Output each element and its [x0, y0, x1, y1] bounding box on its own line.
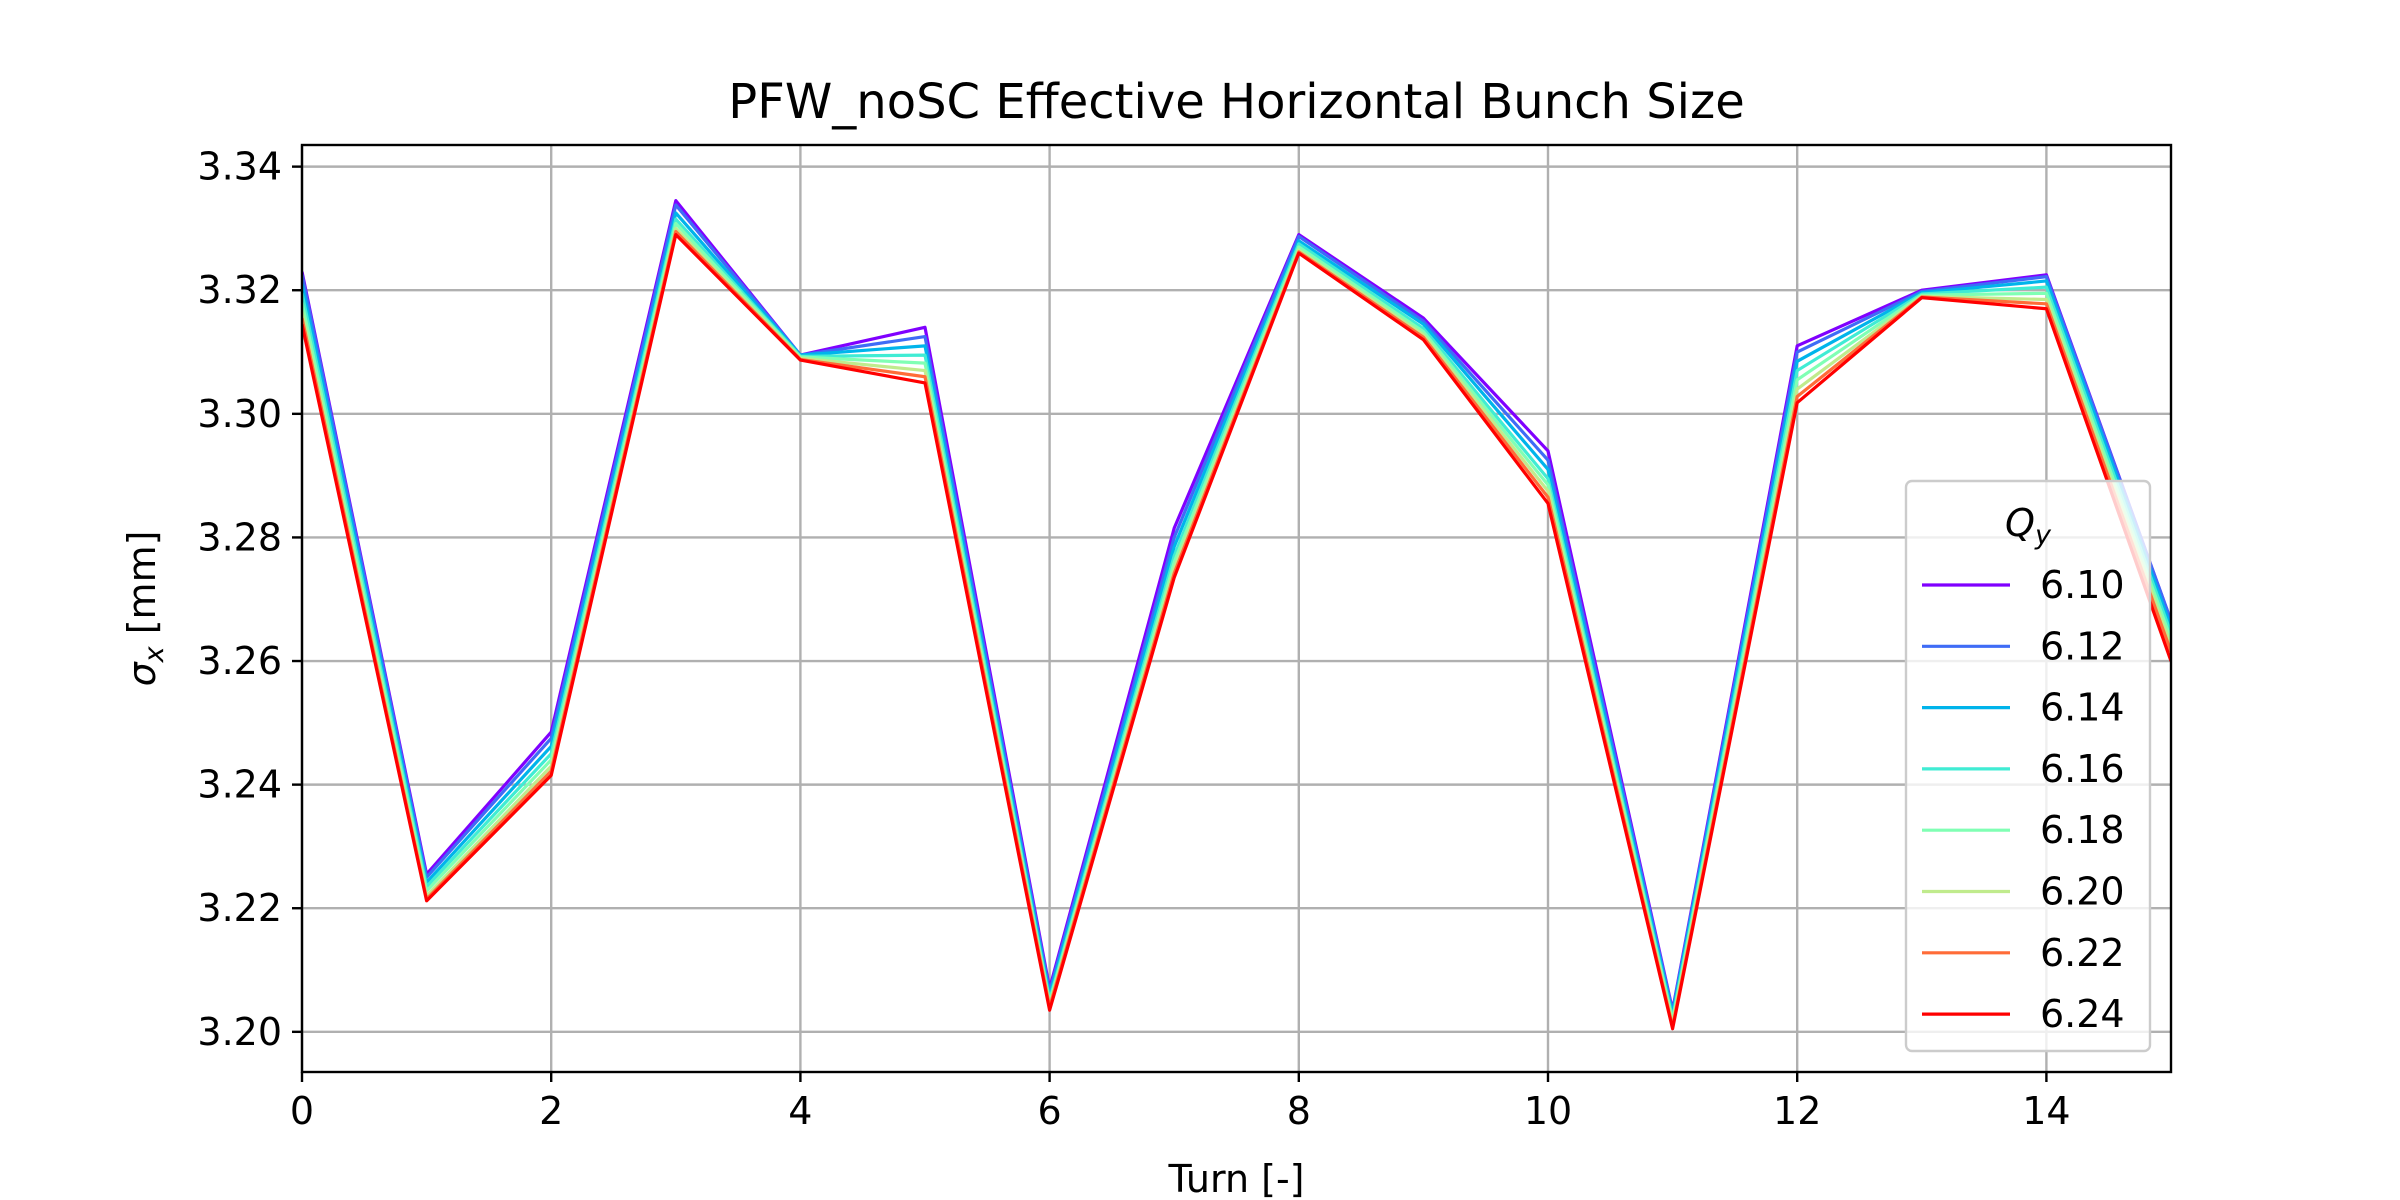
legend-title: Qy	[2005, 501, 2052, 551]
legend-entry-label: 6.20	[2040, 870, 2125, 914]
x-tick-label: 14	[2022, 1089, 2070, 1133]
legend-entry-label: 6.22	[2040, 931, 2125, 975]
x-tick-label: 12	[1773, 1089, 1821, 1133]
legend-box	[1904, 479, 2152, 1053]
y-tick-label: 3.28	[197, 515, 282, 559]
series-line-6-16	[302, 217, 2171, 1020]
y-axis-label-symbol: σ	[120, 660, 164, 686]
legend-entry-label: 6.16	[2040, 747, 2125, 791]
series-lines	[302, 199, 2171, 1031]
y-tick-label: 3.20	[197, 1010, 282, 1054]
x-tick-label: 8	[1287, 1089, 1311, 1133]
y-axis-ticks: 3.20 3.22 3.24 3.26 3.28 3.30 3.32 3.34	[197, 145, 302, 1054]
x-tick-label: 2	[539, 1089, 563, 1133]
legend-entry-label: 6.10	[2040, 563, 2125, 607]
plot-frame	[300, 143, 2173, 1074]
series-line-6-20	[302, 226, 2171, 1026]
y-tick-label: 3.32	[197, 268, 282, 312]
series-line-6-18	[302, 221, 2171, 1023]
legend-entry-label: 6.24	[2040, 992, 2125, 1036]
svg-text:σx [mm]: σx [mm]	[120, 531, 170, 687]
legend-entries: 6.10 6.12 6.14 6.16 6.18 6.20 6.22 6.24	[1922, 563, 2125, 1036]
chart-title: PFW_noSC Effective Horizontal Bunch Size	[728, 74, 1744, 130]
legend-entry-label: 6.18	[2040, 808, 2125, 852]
x-tick-label: 4	[788, 1089, 812, 1133]
y-tick-label: 3.22	[197, 886, 282, 930]
x-tick-label: 10	[1524, 1089, 1572, 1133]
legend: Qy 6.10 6.12 6.14 6.16 6.18 6.20 6.22 6.24	[1904, 479, 2152, 1053]
legend-title-symbol: Q	[2005, 501, 2035, 545]
y-axis-label-unit: [mm]	[120, 531, 164, 647]
series-line-6-24	[302, 233, 2171, 1031]
y-tick-label: 3.26	[197, 639, 282, 683]
y-axis-label-subscript: x	[139, 645, 170, 663]
legend-title-subscript: y	[2034, 520, 2052, 551]
legend-entry-label: 6.14	[2040, 686, 2125, 730]
y-axis-label: σx [mm]	[120, 531, 170, 687]
x-axis-label: Turn [-]	[1167, 1157, 1304, 1200]
x-axis-ticks: 0 2 4 6 8 10 12 14	[290, 1072, 2071, 1133]
legend-entry-label: 6.12	[2040, 624, 2125, 668]
x-tick-label: 0	[290, 1089, 314, 1133]
y-tick-label: 3.34	[197, 145, 282, 189]
y-tick-label: 3.24	[197, 763, 282, 807]
y-tick-label: 3.30	[197, 392, 282, 436]
series-line-6-12	[302, 203, 2171, 1014]
x-tick-label: 6	[1038, 1089, 1062, 1133]
